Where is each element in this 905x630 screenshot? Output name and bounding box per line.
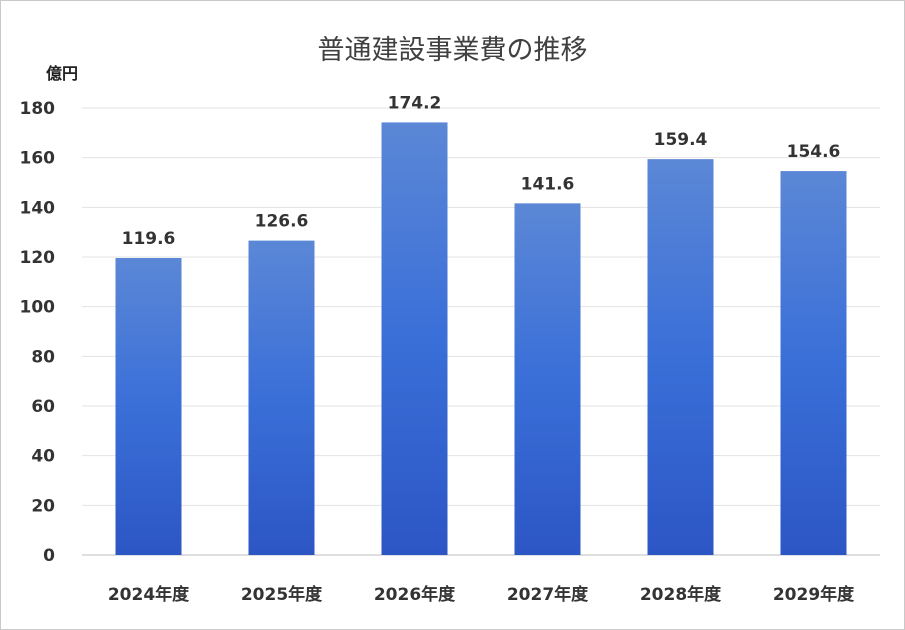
bar [248, 240, 315, 556]
data-label: 154.6 [787, 142, 841, 162]
x-tick-label: 2024年度 [108, 584, 190, 605]
y-tick-label: 60 [31, 397, 55, 417]
bar [647, 159, 714, 555]
y-tick-label: 100 [20, 298, 56, 318]
x-tick-label: 2027年度 [507, 584, 589, 605]
y-axis-ticks: 0 20 40 60 80 100 120 140 160 180 [20, 99, 56, 566]
bar [780, 171, 847, 555]
y-axis-unit-label: 億円 [46, 64, 79, 83]
chart-title: 普通建設事業費の推移 [317, 35, 588, 66]
bar [115, 257, 182, 555]
x-tick-label: 2028年度 [640, 584, 722, 605]
x-tick-label: 2025年度 [241, 584, 323, 605]
data-label: 174.2 [388, 93, 442, 113]
data-label: 159.4 [654, 130, 708, 150]
y-tick-label: 20 [31, 496, 55, 516]
x-axis-ticks: 2024年度 2025年度 2026年度 2027年度 2028年度 2029年度 [108, 584, 855, 605]
y-tick-label: 180 [20, 99, 56, 119]
bar [514, 203, 581, 556]
y-tick-label: 40 [31, 447, 55, 467]
y-tick-label: 80 [31, 347, 55, 367]
data-label: 126.6 [255, 212, 309, 232]
data-label: 119.6 [122, 229, 176, 249]
x-tick-label: 2029年度 [773, 584, 855, 605]
data-labels: 119.6 126.6 174.2 141.6 159.4 154.6 [122, 93, 841, 249]
x-tick-label: 2026年度 [374, 584, 456, 605]
data-label: 141.6 [521, 174, 575, 194]
gridlines [82, 107, 880, 556]
y-tick-label: 0 [43, 546, 55, 566]
bar [381, 122, 448, 556]
bars [115, 122, 847, 556]
y-tick-label: 140 [20, 198, 56, 218]
y-tick-label: 120 [20, 248, 56, 268]
y-tick-label: 160 [20, 149, 56, 169]
